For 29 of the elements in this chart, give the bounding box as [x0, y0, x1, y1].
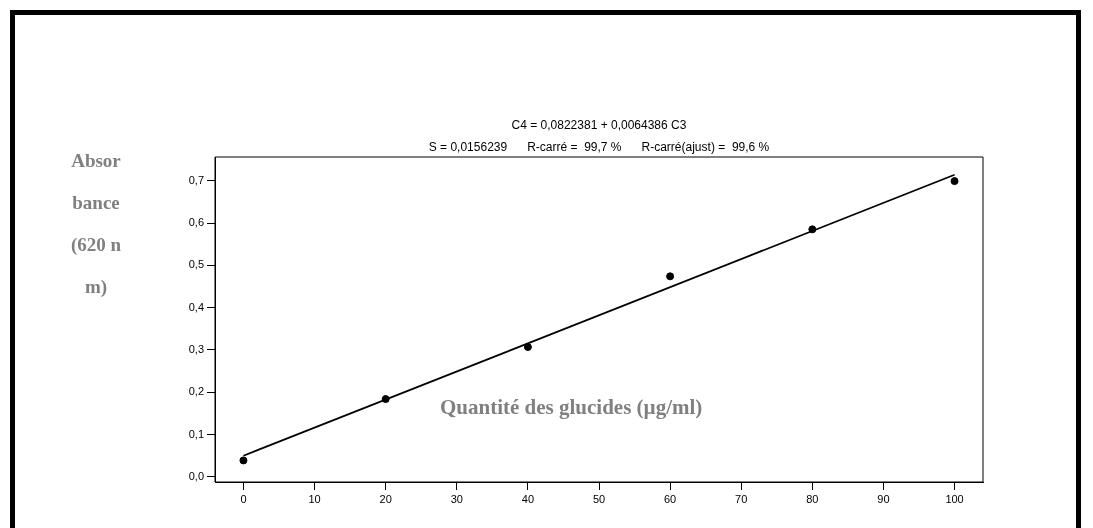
x-tick-label: 90: [877, 492, 890, 505]
x-tick-label: 60: [663, 492, 677, 505]
point: [666, 272, 675, 281]
y-tick-label: 0,5: [188, 258, 204, 271]
y-tick-label: 0,3: [188, 343, 204, 355]
y-axis-title: Absorbance (620 nm): [70, 149, 122, 299]
chart-subtitle: S = 0,0156239 R-carré = 99,7 % R-carré(ajust) = 99,6 %: [427, 140, 771, 154]
y-tick-label: 0,6: [188, 216, 204, 229]
x-tick-label: 20: [379, 492, 392, 505]
point: [808, 225, 817, 234]
y-tick-label: 0,4: [188, 300, 204, 313]
x-tick-label: 80: [806, 492, 819, 505]
x-tick-label: 100: [945, 492, 964, 505]
point: [239, 456, 248, 465]
chart-title: C4 = 0,0822381 + 0,0064386 C3: [510, 118, 688, 132]
x-tick-label: 50: [592, 492, 606, 505]
x-tick-label: 10: [308, 492, 321, 505]
y-tick-label: 0,7: [188, 173, 204, 186]
point: [523, 343, 532, 352]
point: [381, 395, 390, 404]
x-tick-label: 30: [450, 492, 463, 505]
x-tick-label: 40: [521, 492, 535, 505]
x-tick-label: 70: [735, 492, 748, 505]
x-axis-title: Quantité des glucides (µg/ml): [440, 395, 703, 420]
x-tick-label: 0: [240, 492, 247, 505]
y-tick-label: 0,0: [188, 469, 204, 482]
point: [950, 177, 959, 186]
y-tick-label: 0,1: [188, 427, 204, 440]
y-tick-label: 0,2: [188, 385, 204, 398]
